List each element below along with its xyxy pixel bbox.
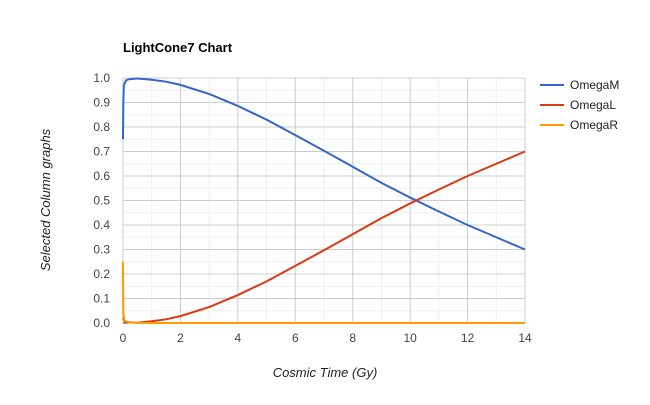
legend[interactable]: OmegaM OmegaL OmegaR bbox=[540, 78, 619, 132]
legend-item-omegar[interactable]: OmegaR bbox=[540, 118, 618, 132]
y-tick-label: 0.8 bbox=[93, 120, 110, 134]
legend-item-omegal[interactable]: OmegaL bbox=[540, 98, 616, 112]
x-tick-label: 8 bbox=[349, 331, 356, 345]
x-tick-label: 14 bbox=[518, 331, 532, 345]
x-axis-label: Cosmic Time (Gy) bbox=[273, 365, 378, 380]
y-tick-label: 0.2 bbox=[93, 267, 110, 281]
y-tick-label: 0.3 bbox=[93, 243, 110, 257]
major-grid bbox=[122, 77, 526, 324]
y-axis-tick-labels: 0.0 0.1 0.2 0.3 0.4 0.5 0.6 0.7 0.8 0.9 1.0 bbox=[93, 71, 110, 330]
y-tick-label: 0.7 bbox=[93, 145, 110, 159]
legend-label: OmegaR bbox=[570, 118, 618, 132]
legend-label: OmegaM bbox=[570, 78, 619, 92]
x-tick-label: 6 bbox=[292, 331, 299, 345]
y-tick-label: 1.0 bbox=[93, 71, 110, 85]
y-axis-label: Selected Column graphs bbox=[38, 128, 53, 271]
x-tick-label: 10 bbox=[403, 331, 417, 345]
chart-title: LightCone7 Chart bbox=[123, 40, 233, 55]
y-tick-label: 0.0 bbox=[93, 316, 110, 330]
x-tick-label: 2 bbox=[177, 331, 184, 345]
x-tick-label: 12 bbox=[461, 331, 475, 345]
series-line-omegam[interactable] bbox=[122, 77, 526, 251]
y-tick-label: 0.5 bbox=[93, 194, 110, 208]
y-tick-label: 0.9 bbox=[93, 96, 110, 110]
y-tick-label: 0.4 bbox=[93, 218, 110, 232]
y-tick-label: 0.6 bbox=[93, 169, 110, 183]
x-tick-label: 0 bbox=[120, 331, 127, 345]
y-tick-label: 0.1 bbox=[93, 292, 110, 306]
legend-item-omegam[interactable]: OmegaM bbox=[540, 78, 619, 92]
x-tick-label: 4 bbox=[235, 331, 242, 345]
series-line-omegar[interactable] bbox=[122, 261, 525, 324]
series-lines bbox=[122, 77, 526, 324]
x-axis-tick-labels: 0 2 4 6 8 10 12 14 bbox=[120, 331, 532, 345]
legend-label: OmegaL bbox=[570, 98, 616, 112]
